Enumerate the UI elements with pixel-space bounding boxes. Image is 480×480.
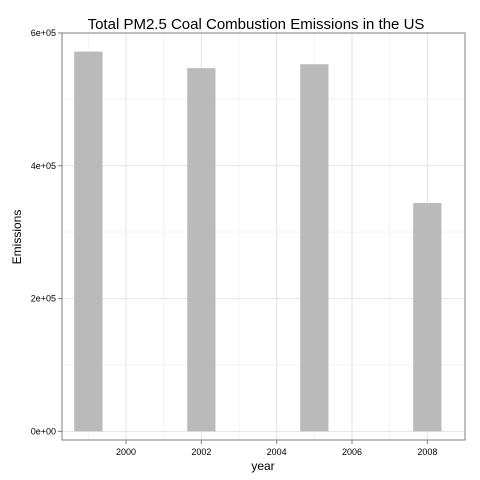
panel-border: [61, 32, 466, 441]
y-tick-label: 2e+05: [31, 294, 56, 304]
x-tick-label: 2000: [116, 447, 136, 457]
y-tick-label: 0e+00: [31, 426, 56, 436]
chart-title: Total PM2.5 Coal Combustion Emissions in…: [88, 16, 425, 33]
x-axis-label: year: [251, 459, 274, 473]
bar-2002: [187, 68, 216, 432]
tick-layer: 2000 2002 2004 2006 2008 0e+00 2e+05 4e+05 6e+05: [31, 28, 438, 457]
bar-2008: [413, 202, 442, 432]
y-tick-label: 6e+05: [31, 28, 56, 38]
bar-layer: [74, 51, 442, 432]
y-axis-label: Emissions: [10, 210, 24, 265]
y-tick-label: 4e+05: [31, 161, 56, 171]
x-tick-label: 2006: [342, 447, 362, 457]
bar-1999: [74, 51, 103, 432]
x-tick-label: 2002: [191, 447, 211, 457]
x-tick-label: 2004: [267, 447, 287, 457]
bar-2005: [300, 64, 329, 432]
x-tick-label: 2008: [417, 447, 437, 457]
